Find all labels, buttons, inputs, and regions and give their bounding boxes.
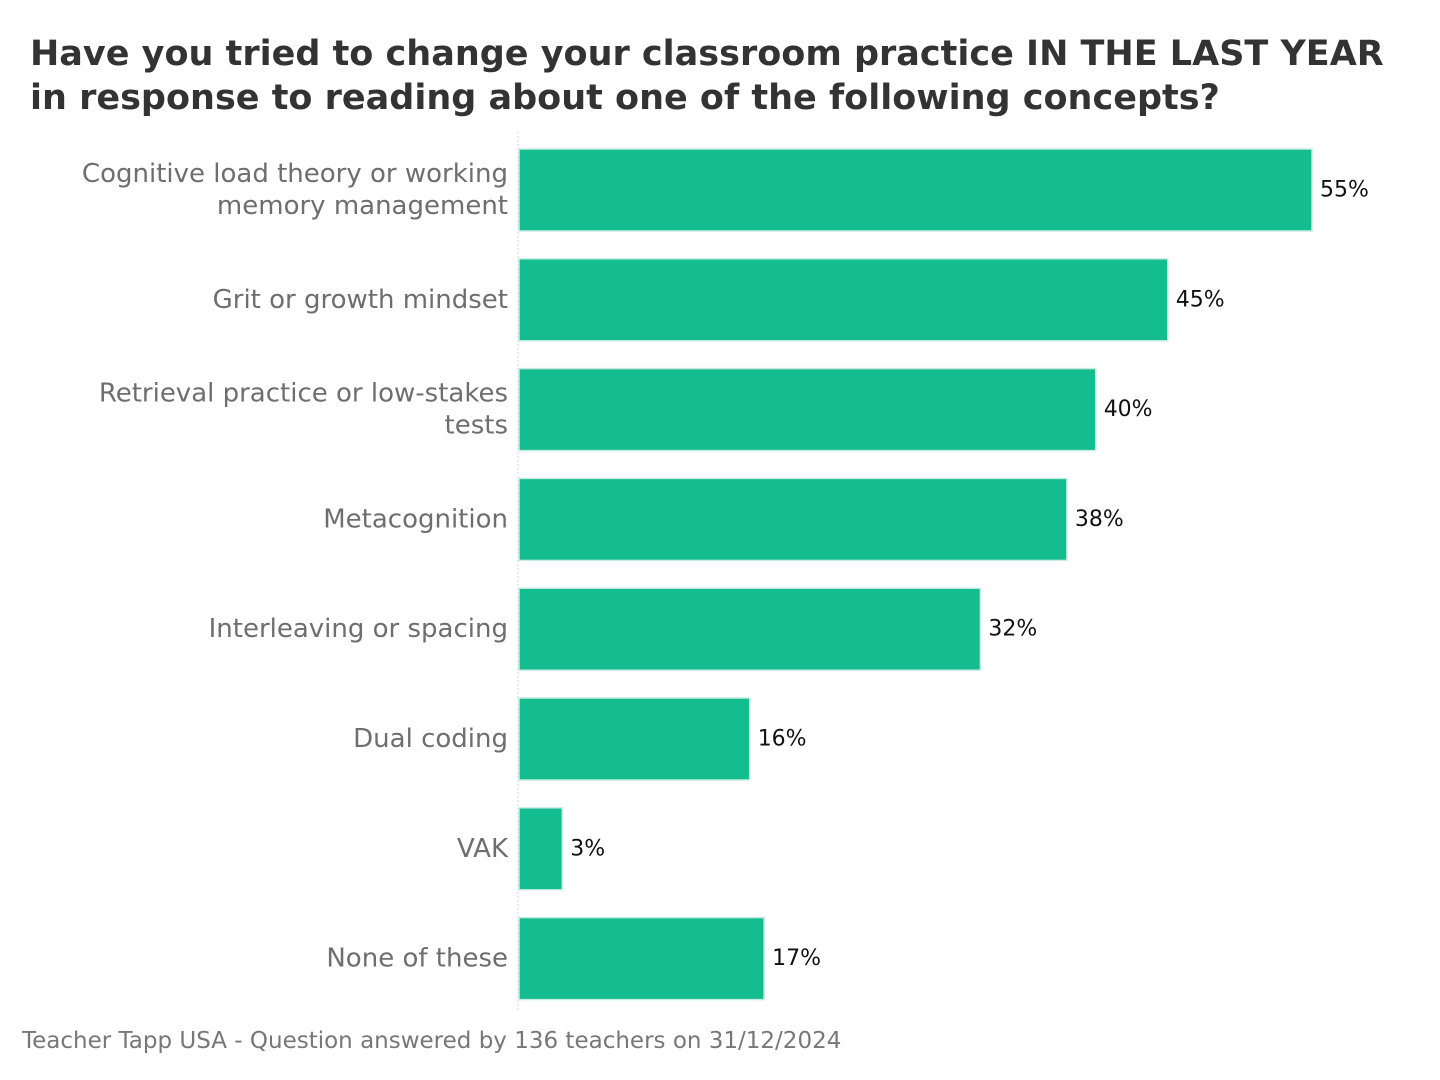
category-label-line: VAK [457, 834, 509, 864]
category-label-0: Cognitive load theory or working memory m… [82, 159, 508, 221]
value-labels-group: 55% 45% 40% 38% 32% 16% 3% 17% [570, 178, 1369, 972]
value-label-6: 3% [570, 836, 605, 861]
value-label-4: 32% [988, 617, 1037, 642]
bars-group [518, 148, 1313, 1001]
category-label-line: Grit or growth mindset [213, 285, 508, 315]
chart-title: Have you tried to change your classroom … [30, 34, 1384, 118]
bar-2 [518, 367, 1097, 452]
value-label-1: 45% [1176, 287, 1225, 312]
bar-5 [518, 697, 751, 781]
category-label-1: Grit or growth mindset [213, 285, 508, 315]
category-label-2: Retrieval practice or low-stakes tests [99, 379, 508, 441]
category-label-4: Interleaving or spacing [209, 614, 508, 644]
bar-7 [518, 916, 765, 1001]
value-label-2: 40% [1104, 397, 1153, 422]
category-label-line: Retrieval practice or low-stakes [99, 379, 508, 409]
source-footer: Teacher Tapp USA - Question answered by … [22, 1028, 842, 1054]
category-label-line: None of these [326, 944, 508, 974]
category-label-line: Interleaving or spacing [209, 614, 508, 644]
category-label-6: VAK [457, 834, 509, 864]
category-label-line: Cognitive load theory or working [82, 159, 508, 189]
category-label-line: Metacognition [323, 504, 508, 534]
bar-4 [518, 587, 982, 671]
category-label-7: None of these [326, 944, 508, 974]
bar-6 [518, 807, 564, 891]
bar-3 [518, 477, 1068, 562]
category-label-line: memory management [217, 191, 508, 221]
bar-1 [518, 258, 1169, 342]
category-label-line: tests [445, 411, 508, 441]
value-label-0: 55% [1320, 178, 1369, 203]
category-labels-group: Cognitive load theory or working memory m… [82, 159, 509, 974]
value-label-3: 38% [1075, 507, 1124, 532]
bar-0 [518, 148, 1313, 232]
category-label-5: Dual coding [353, 724, 508, 754]
value-label-7: 17% [772, 946, 821, 971]
category-label-line: Dual coding [353, 724, 508, 754]
value-label-5: 16% [758, 727, 807, 752]
category-label-3: Metacognition [323, 504, 508, 534]
